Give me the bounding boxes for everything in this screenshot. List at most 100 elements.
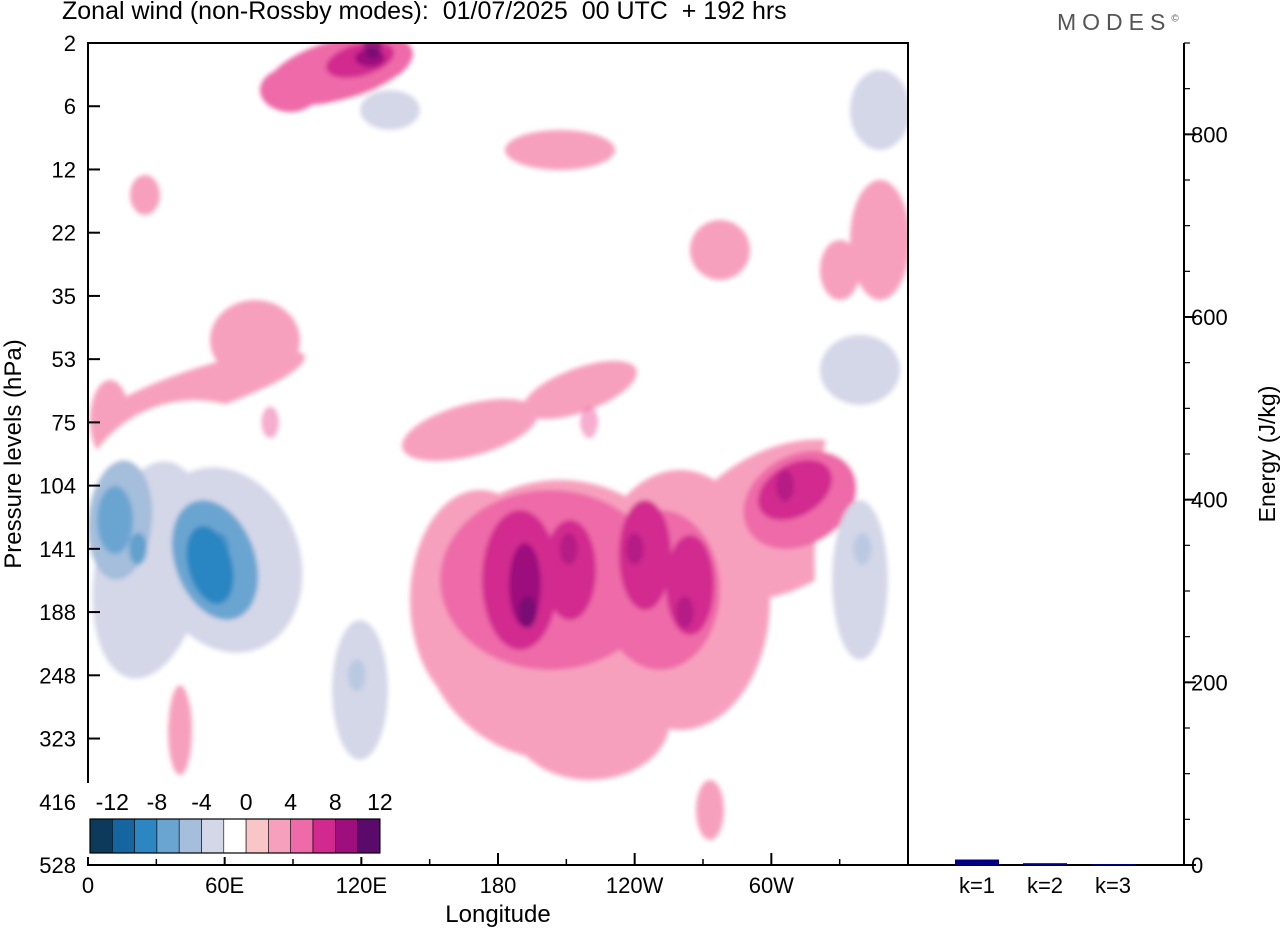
x-axis-label: Longitude — [445, 901, 550, 928]
wind-contour — [758, 459, 832, 521]
chart-title: Zonal wind (non-Rossby modes): 01/07/202… — [62, 0, 787, 25]
wind-contour — [95, 55, 185, 145]
y-tick-label: 2 — [64, 31, 76, 56]
colorbar-swatch — [201, 818, 225, 854]
colorbar-label: -8 — [147, 789, 167, 815]
wind-extremum — [675, 596, 694, 629]
wind-extremum — [776, 469, 794, 502]
y-tick-label: 75 — [52, 410, 76, 435]
colorbar-label: 0 — [240, 789, 253, 815]
wind-extremum — [625, 532, 644, 565]
energy-bar — [1091, 864, 1135, 866]
y-tick-label: 248 — [39, 663, 76, 688]
energy-category-label: k=3 — [1095, 873, 1131, 898]
wind-extremum — [518, 596, 537, 629]
wind-extremum — [853, 532, 872, 565]
colorbar-swatch — [223, 818, 247, 854]
x-tick-label: 180 — [480, 873, 517, 898]
energy-chart: 0 200 400 600 800 k=1 k=2 k=3 — [907, 42, 1228, 898]
colorbar-label: 8 — [329, 789, 342, 815]
x-tick-label: 120E — [336, 873, 387, 898]
wind-extremum — [580, 406, 599, 439]
y-tick-label: 188 — [39, 600, 76, 625]
wind-contour — [580, 43, 700, 78]
modes-logo: MODES© — [1057, 9, 1179, 36]
y-tick-label: 35 — [52, 284, 76, 309]
y-axis-label: Pressure levels (hPa) — [0, 339, 27, 568]
wind-contour — [168, 685, 192, 775]
energy-category-label: k=1 — [959, 873, 995, 898]
heatmap-contours — [88, 43, 908, 840]
colorbar-label: 4 — [284, 789, 297, 815]
wind-contour — [523, 360, 637, 420]
energy-category-label: k=2 — [1027, 873, 1063, 898]
colorbar-swatch — [178, 818, 202, 854]
colorbar-frame — [89, 818, 381, 854]
wind-contour — [360, 90, 420, 130]
wind-contour — [832, 500, 888, 660]
energy-axis-label: Energy (J/kg) — [1254, 386, 1280, 523]
wind-contour — [696, 780, 724, 840]
wind-extremum — [211, 532, 230, 565]
wind-contour — [510, 660, 670, 780]
energy-tick-label: 600 — [1191, 305, 1228, 330]
wind-contour — [820, 335, 900, 405]
x-tick-label: 120W — [606, 873, 664, 898]
colorbar-label: 12 — [367, 789, 393, 815]
wind-contour — [619, 500, 671, 610]
colorbar-swatch — [112, 818, 135, 854]
wind-extremum — [559, 532, 578, 565]
logo-text: MODES — [1057, 9, 1172, 35]
wind-contour — [97, 486, 133, 554]
contour-fills — [88, 43, 908, 840]
energy-tick-label: 800 — [1191, 122, 1228, 147]
y-axis: 2 6 12 22 35 53 75 104 141 188 248 323 416 528 — [39, 31, 100, 878]
y-tick-label: 6 — [64, 94, 76, 119]
wind-extremum — [129, 532, 148, 565]
wind-extremum — [363, 43, 382, 59]
y-tick-label: 12 — [52, 157, 76, 182]
wind-contour — [850, 70, 908, 150]
wind-extremum — [347, 659, 366, 692]
wind-contour — [176, 113, 324, 287]
colorbar-swatch — [268, 818, 291, 854]
y-tick-label: 416 — [39, 790, 76, 815]
wind-contour — [402, 399, 538, 461]
colorbar-swatch — [312, 818, 336, 854]
colorbar-swatch — [156, 818, 180, 854]
colorbar-swatch — [334, 818, 358, 854]
wind-extremum — [261, 406, 280, 439]
colorbar-label: -4 — [191, 789, 212, 815]
colorbar-label: -12 — [96, 789, 129, 815]
wind-contour — [582, 246, 618, 274]
x-tick-label: 0 — [82, 873, 94, 898]
wind-contour — [544, 520, 596, 620]
y-tick-label: 53 — [52, 347, 76, 372]
wind-contour — [690, 220, 750, 280]
wind-contour — [560, 428, 680, 472]
colorbar-swatch — [357, 818, 381, 854]
wind-contour — [260, 68, 320, 112]
colorbar: -12 -8 -4 0 4 8 12 — [86, 783, 393, 857]
wind-contour — [820, 240, 860, 300]
y-tick-label: 528 — [39, 853, 76, 878]
wind-contour — [505, 130, 615, 170]
y-tick-label: 104 — [39, 474, 76, 499]
y-tick-label: 141 — [39, 537, 76, 562]
x-tick-label: 60W — [749, 873, 794, 898]
energy-tick-label: 0 — [1191, 853, 1203, 878]
colorbar-swatch — [290, 818, 314, 854]
energy-tick-label: 200 — [1191, 670, 1228, 695]
x-tick-label: 60E — [205, 873, 244, 898]
wind-contour — [210, 300, 300, 380]
energy-bar — [955, 859, 999, 865]
energy-bar — [1023, 863, 1067, 865]
y-tick-label: 323 — [39, 727, 76, 752]
logo-mark: © — [1171, 13, 1179, 25]
x-axis: 0 60E 120E 180 120W 60W — [82, 853, 841, 898]
wind-contour — [850, 180, 908, 300]
colorbar-swatch — [245, 818, 269, 854]
wind-contour — [130, 175, 160, 215]
colorbar-swatch — [89, 818, 113, 854]
